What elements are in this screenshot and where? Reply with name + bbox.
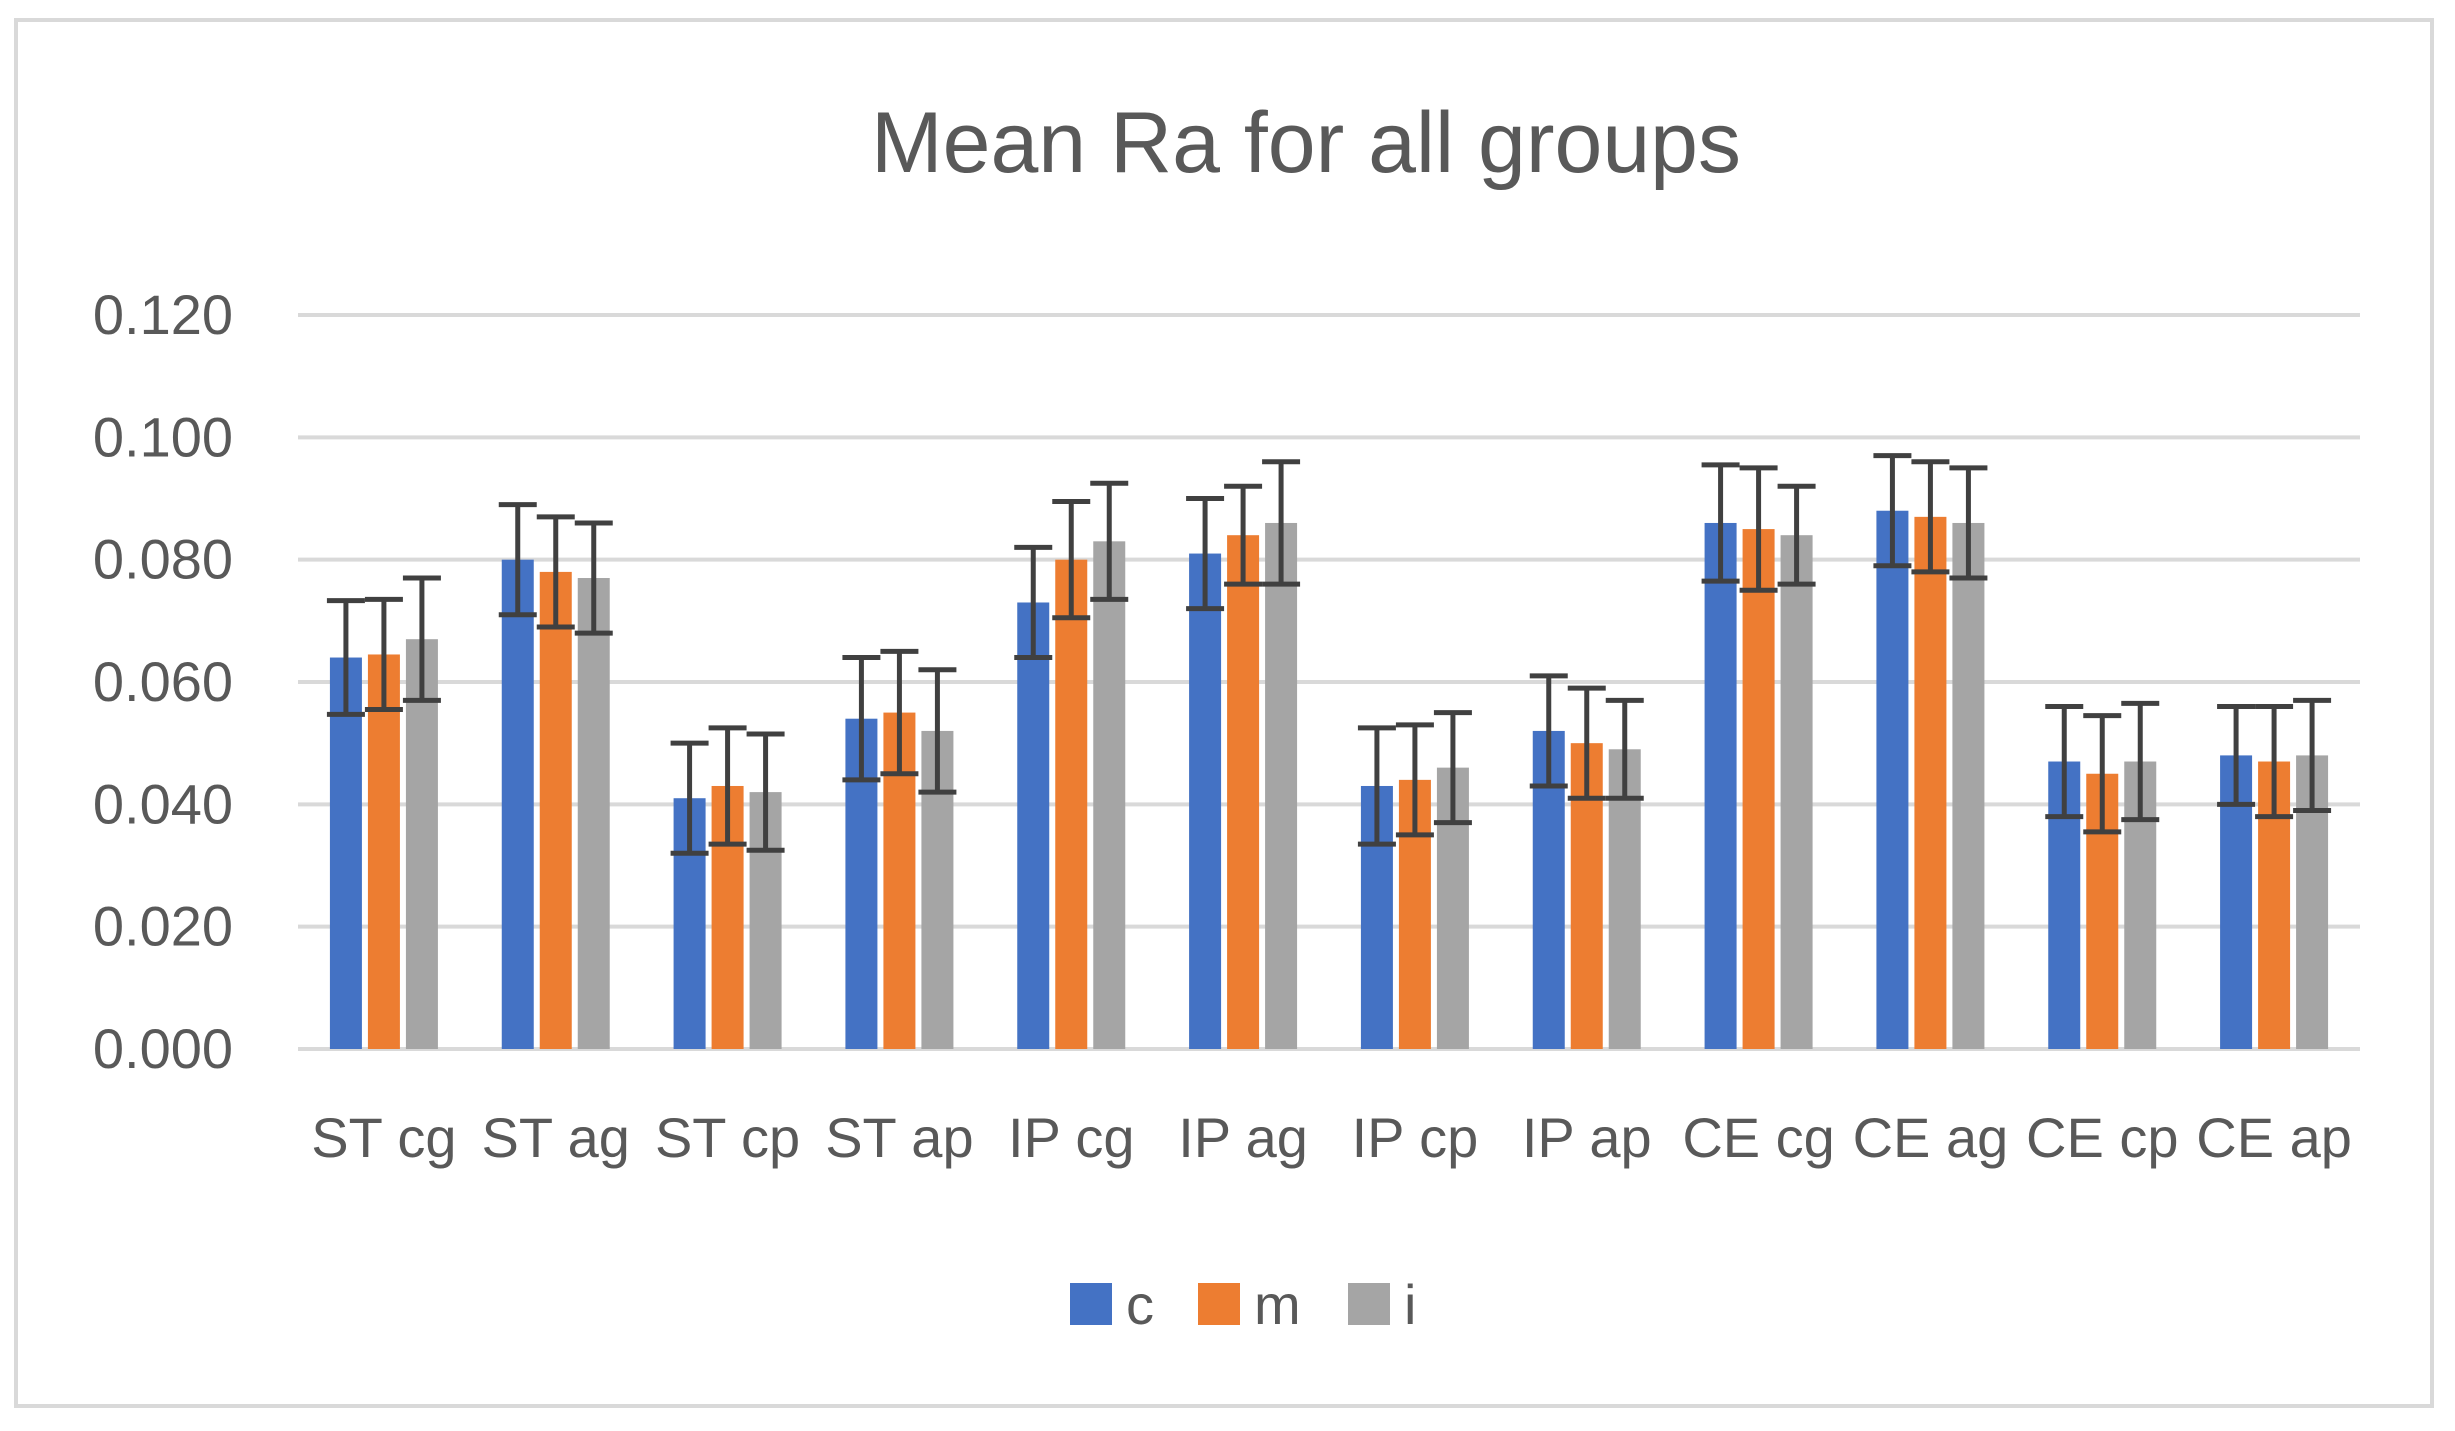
bar-layer [329, 510, 2329, 1049]
x-tick-label: ST ap [825, 1106, 973, 1169]
x-tick-label: ST ag [482, 1106, 630, 1169]
x-tick-label: CE ap [2196, 1106, 2352, 1169]
y-tick-label: 0.120 [93, 283, 233, 346]
bar-c-ip-ag [1189, 553, 1222, 1049]
x-tick-label: IP cp [1352, 1106, 1479, 1169]
bar-m-st-ag [539, 571, 572, 1049]
grid-layer [298, 313, 2360, 1051]
bar-m-ip-cg [1055, 559, 1088, 1049]
bar-i-ce-cg [1780, 535, 1813, 1049]
chart-frame: Mean Ra for all groups 0.000 0.020 0.040 0.… [14, 18, 2434, 1408]
bar-m-st-cg [367, 654, 400, 1049]
y-axis-tick-labels: 0.000 0.020 0.040 0.060 0.080 0.100 0.120 [93, 283, 233, 1080]
bar-i-st-ag [577, 578, 610, 1049]
x-tick-label: IP cg [1008, 1106, 1135, 1169]
chart-title: Mean Ra for all groups [871, 95, 1741, 191]
y-tick-label: 0.080 [93, 528, 233, 591]
y-tick-label: 0.020 [93, 895, 233, 958]
y-tick-label: 0.000 [93, 1017, 233, 1080]
legend-swatch-m [1198, 1283, 1240, 1325]
x-axis-tick-labels: ST cg ST ag ST cp ST ap IP cg IP ag IP cp IP ap… [311, 1106, 2352, 1169]
legend-label-i: i [1404, 1273, 1416, 1336]
x-tick-label: IP ap [1522, 1106, 1652, 1169]
bar-m-ip-ag [1227, 535, 1260, 1049]
bar-c-st-ag [501, 559, 534, 1049]
y-tick-label: 0.060 [93, 650, 233, 713]
bar-c-ip-cg [1017, 602, 1050, 1049]
x-tick-label: CE cg [1682, 1106, 1835, 1169]
x-tick-label: CE cp [2026, 1106, 2179, 1169]
y-tick-label: 0.040 [93, 772, 233, 835]
bar-i-ip-ag [1265, 522, 1298, 1049]
bar-c-ce-ag [1876, 510, 1909, 1049]
x-tick-label: CE ag [1853, 1106, 2009, 1169]
x-tick-label: ST cp [655, 1106, 800, 1169]
x-tick-label: IP ag [1178, 1106, 1308, 1169]
x-tick-label: ST cg [311, 1106, 456, 1169]
legend-label-c: c [1126, 1273, 1154, 1336]
bar-m-ce-ag [1914, 516, 1947, 1049]
bar-i-ip-cg [1093, 541, 1126, 1049]
error-bar-layer [326, 453, 2332, 856]
bar-c-ce-cg [1704, 522, 1737, 1049]
legend-label-m: m [1254, 1273, 1301, 1336]
bar-i-st-cg [405, 639, 438, 1049]
y-tick-label: 0.100 [93, 405, 233, 468]
chart-svg: Mean Ra for all groups 0.0000.0200.0400.… [93, 95, 2360, 1336]
bar-m-ce-cg [1742, 529, 1775, 1049]
bar-c-st-cg [329, 657, 362, 1049]
legend-swatch-i [1348, 1283, 1390, 1325]
bar-i-ce-ag [1952, 522, 1985, 1049]
legend-swatch-c [1070, 1283, 1112, 1325]
